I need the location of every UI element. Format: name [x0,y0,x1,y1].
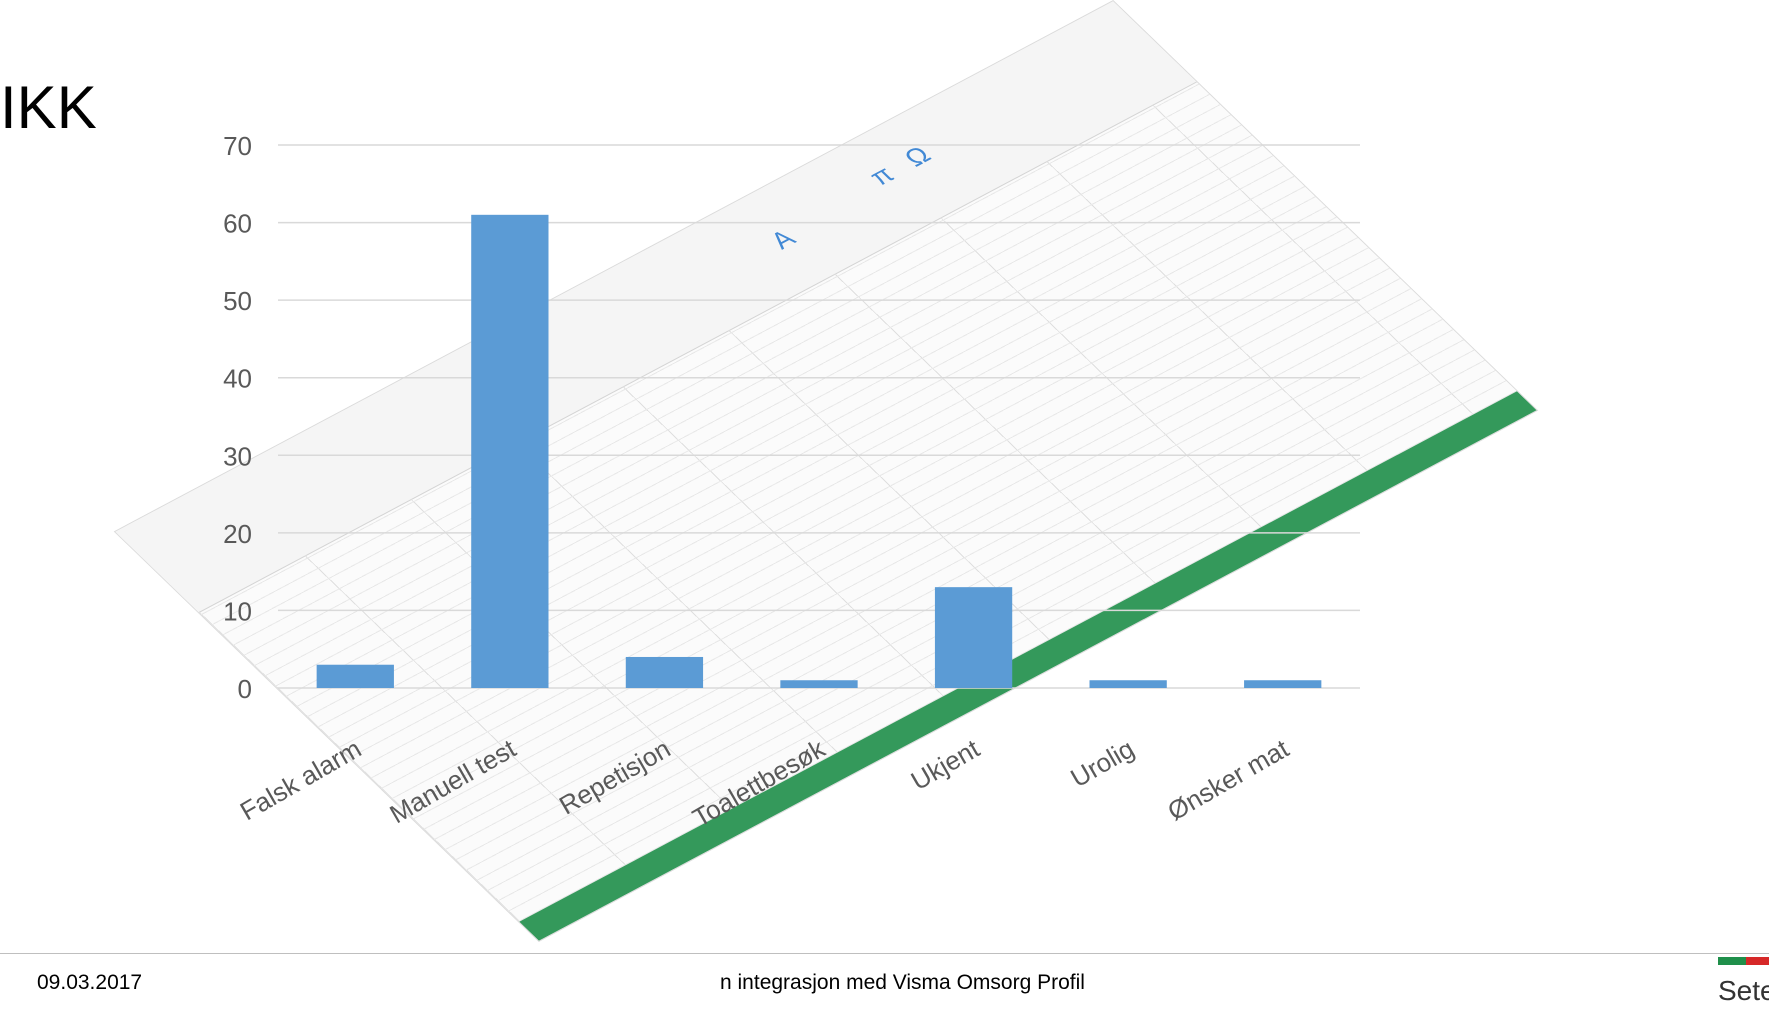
y-tick-label: 0 [238,674,252,704]
y-tick-label: 50 [223,286,252,316]
bar [934,587,1013,688]
bar [1244,680,1322,688]
bar [316,664,394,688]
footer-text: n integrasjon med Visma Omsorg Profil [720,971,1085,994]
logo-color-bar [1718,957,1769,965]
y-tick-label: 10 [223,596,252,626]
y-tick-label: 40 [223,364,252,394]
x-tick-label: Toalettbesøk [687,733,831,833]
logo-red-stripe [1746,957,1769,965]
logo-green-stripe [1718,957,1746,965]
y-tick-label: 20 [223,519,252,549]
bar [625,656,704,688]
y-tick-label: 60 [223,209,252,239]
bar [471,214,549,689]
slide-title: IKK [0,74,97,141]
bar [1089,680,1167,688]
x-tick-label: Falsk alarm [235,733,366,826]
footer-date: 09.03.2017 [37,971,143,994]
x-tick-label: Repetisjon [554,733,675,820]
x-tick-label: Manuell test [384,733,521,829]
x-tick-label: Ønsker mat [1162,733,1294,827]
x-tick-label: Ukjent [906,733,985,796]
y-tick-label: 30 [223,441,252,471]
logo: Sete [1718,975,1769,1006]
footer-divider [0,953,1769,954]
y-tick-label: 70 [223,131,252,161]
bar [780,680,858,688]
x-tick-label: Urolig [1065,733,1139,793]
